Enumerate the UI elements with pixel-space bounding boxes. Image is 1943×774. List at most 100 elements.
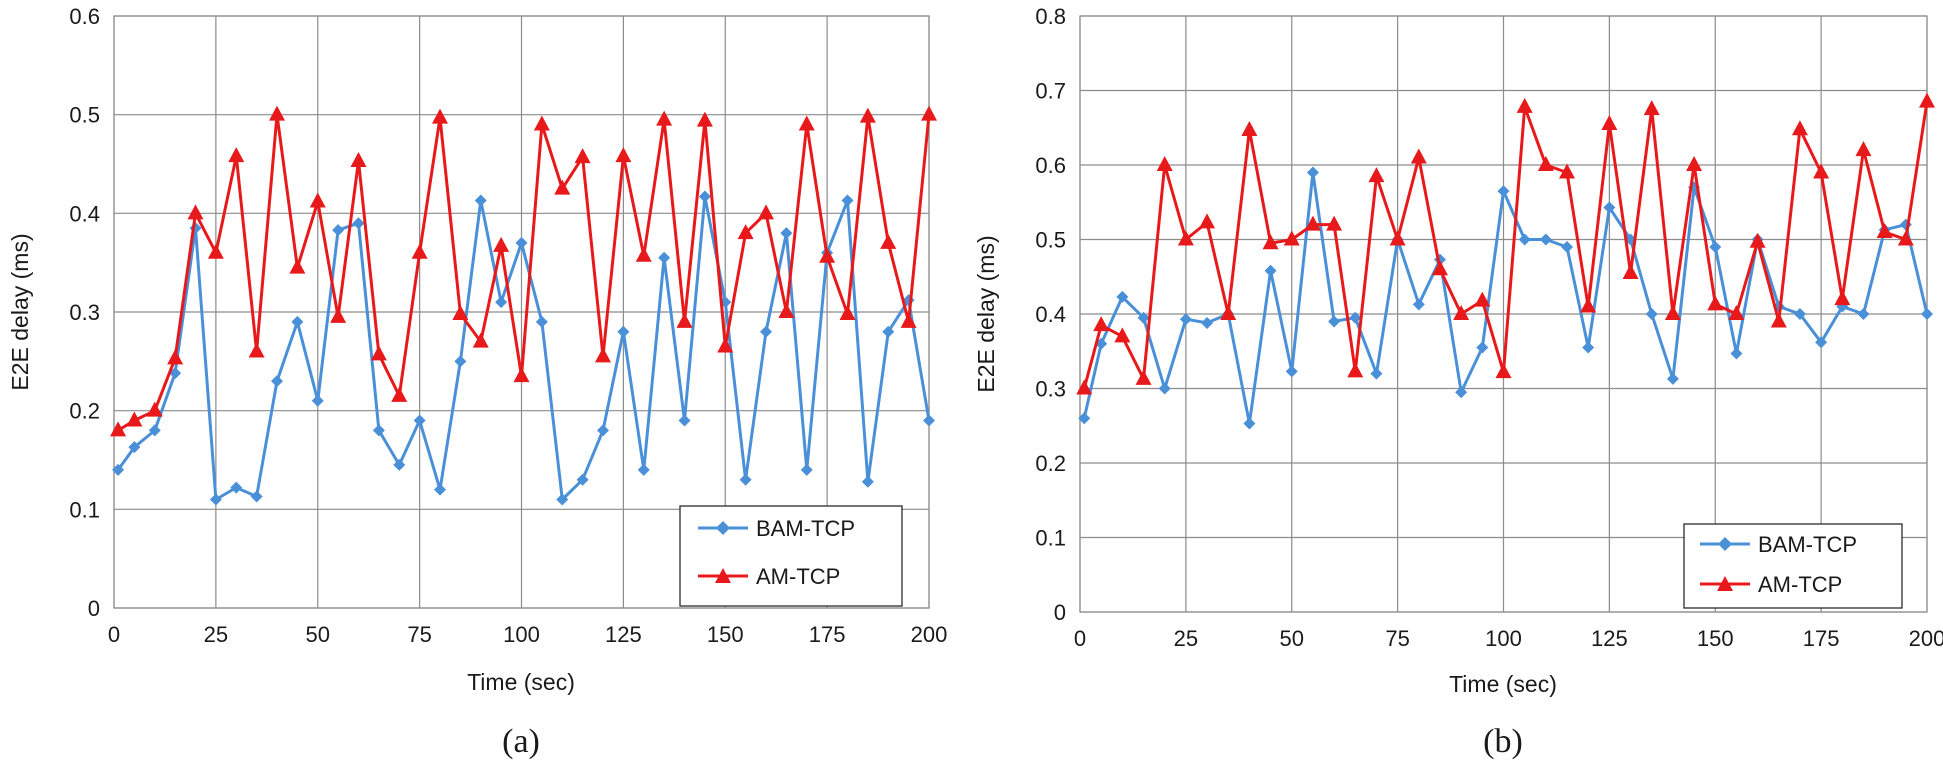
y-tick-label-a: 0.1: [69, 497, 100, 522]
data-point-am-tcp-a: [370, 345, 387, 361]
data-point-am-tcp-b: [1156, 156, 1173, 171]
data-point-bam-tcp-a: [861, 475, 874, 488]
x-tick-label-a: 75: [407, 622, 431, 647]
data-point-bam-tcp-b: [1433, 253, 1446, 266]
data-point-am-tcp-a: [921, 105, 937, 121]
data-point-bam-tcp-a: [515, 236, 528, 249]
legend-marker-am-a: [715, 568, 731, 583]
data-point-am-tcp-b: [1114, 327, 1131, 343]
data-point-bam-tcp-a: [576, 473, 589, 486]
data-point-am-tcp-b: [1220, 305, 1237, 320]
data-point-am-tcp-b: [1643, 100, 1660, 116]
data-point-bam-tcp-b: [1137, 311, 1150, 324]
legend-box-b: [1683, 523, 1903, 609]
data-point-am-tcp-b: [1199, 213, 1216, 229]
data-point-bam-tcp-b: [1412, 298, 1425, 311]
data-point-am-tcp-b: [1283, 230, 1300, 246]
data-point-am-tcp-a: [167, 349, 184, 365]
data-point-am-tcp-b: [1135, 369, 1152, 385]
data-point-am-tcp-b: [1919, 92, 1935, 108]
x-tick-labels-b: 0 25 50 75 100 125 150 175 200: [1074, 626, 1943, 651]
data-point-am-tcp-a: [146, 401, 163, 417]
x-tick-label-a: 0: [108, 622, 120, 647]
data-point-am-tcp-a: [839, 304, 856, 320]
data-point-am-tcp-a: [126, 411, 143, 427]
data-point-am-tcp-a: [595, 347, 611, 363]
data-point-am-tcp-a: [187, 204, 204, 220]
x-tick-label-b: 0: [1074, 626, 1086, 651]
data-point-am-tcp-a: [656, 110, 673, 126]
y-tick-label-a: 0.3: [69, 300, 100, 325]
x-tick-label-b: 100: [1485, 626, 1522, 651]
data-point-am-tcp-a: [432, 108, 448, 124]
data-point-am-tcp-b: [1834, 290, 1851, 306]
data-point-bam-tcp-a: [698, 190, 711, 203]
data-point-am-tcp-a: [309, 192, 326, 208]
data-point-bam-tcp-b: [1370, 367, 1383, 380]
data-point-bam-tcp-b: [1645, 308, 1658, 320]
data-point-am-tcp-a: [737, 224, 754, 240]
x-tick-label-b: 175: [1803, 626, 1840, 651]
legend-label-am-b: AM-TCP: [1758, 572, 1842, 597]
y-tick-label-b: 0.3: [1035, 377, 1066, 402]
y-tick-label-a: 0.4: [69, 201, 100, 226]
data-point-am-tcp-b: [1177, 230, 1194, 246]
data-point-bam-tcp-b: [1793, 308, 1806, 320]
data-point-bam-tcp-a: [291, 315, 304, 328]
data-point-am-tcp-a: [554, 179, 571, 195]
data-point-am-tcp-a: [819, 247, 836, 263]
data-point-am-tcp-b: [1791, 120, 1808, 136]
data-point-am-tcp-a: [269, 105, 285, 121]
data-point-am-tcp-b: [1453, 305, 1470, 320]
data-point-am-tcp-b: [1749, 232, 1766, 248]
legend-label-am-a: AM-TCP: [756, 564, 840, 589]
x-tick-label-a: 175: [809, 622, 846, 647]
data-point-am-tcp-a: [513, 367, 530, 383]
data-point-am-tcp-b: [1076, 379, 1093, 395]
legend-a: BAM-TCP AM-TCP: [679, 505, 903, 607]
y-tick-labels-b: 0 0.1 0.2 0.3 0.4 0.5 0.6 0.7 0.8: [1035, 4, 1066, 625]
data-point-am-tcp-b: [1410, 148, 1427, 164]
data-point-am-tcp-b: [1601, 115, 1618, 131]
data-point-bam-tcp-a: [800, 463, 813, 476]
x-tick-label-a: 125: [605, 622, 642, 647]
data-point-am-tcp-a: [533, 115, 550, 131]
data-point-bam-tcp-b: [1328, 315, 1341, 328]
data-point-am-tcp-b: [1707, 295, 1724, 311]
data-point-am-tcp-a: [798, 115, 815, 131]
data-point-bam-tcp-a: [658, 251, 671, 264]
data-point-bam-tcp-a: [780, 227, 793, 240]
data-point-am-tcp-a: [717, 337, 734, 353]
data-point-am-tcp-b: [1580, 297, 1597, 313]
data-point-bam-tcp-a: [393, 458, 406, 471]
data-point-am-tcp-b: [1770, 312, 1787, 328]
y-axis-title-a: E2E delay (ms): [7, 233, 33, 390]
y-tick-label-b: 0.4: [1035, 302, 1066, 327]
data-point-am-tcp-b: [1686, 156, 1703, 171]
x-tick-label-b: 125: [1591, 626, 1628, 651]
data-point-bam-tcp-a: [271, 375, 283, 388]
data-point-am-tcp-a: [207, 243, 224, 259]
data-point-am-tcp-a: [859, 107, 876, 123]
data-point-am-tcp-a: [110, 421, 127, 437]
data-point-am-tcp-a: [228, 147, 245, 163]
data-point-am-tcp-b: [1389, 230, 1406, 246]
data-point-bam-tcp-a: [311, 394, 324, 407]
data-point-bam-tcp-b: [1179, 313, 1192, 326]
data-point-am-tcp-a: [248, 342, 265, 358]
x-tick-label-b: 50: [1280, 626, 1304, 651]
data-point-am-tcp-a: [696, 111, 713, 127]
data-point-bam-tcp-a: [923, 414, 935, 427]
data-point-am-tcp-b: [1326, 215, 1343, 231]
data-point-am-tcp-b: [1813, 163, 1830, 179]
legend-label-bam-a: BAM-TCP: [756, 516, 855, 541]
data-point-am-tcp-b: [1368, 167, 1385, 183]
data-point-bam-tcp-a: [112, 463, 125, 476]
data-point-bam-tcp-b: [1730, 347, 1743, 360]
data-point-bam-tcp-a: [332, 224, 345, 237]
data-point-am-tcp-b: [1559, 163, 1576, 179]
y-tick-label-b: 0.1: [1035, 526, 1066, 551]
data-point-bam-tcp-b: [1455, 386, 1468, 399]
data-point-am-tcp-a: [289, 258, 306, 274]
